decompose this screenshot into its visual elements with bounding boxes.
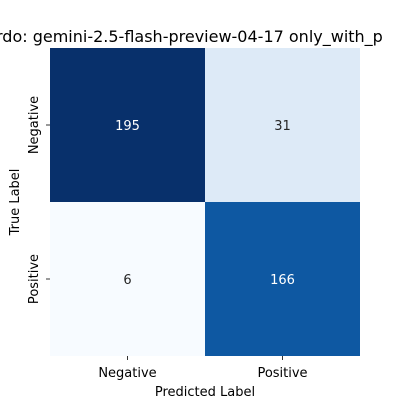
cell-value-labels: 195 31 6 166 (115, 119, 295, 288)
y-axis-label: True Label (8, 169, 23, 237)
heatmap-cell-negative-negative (50, 48, 205, 202)
cell-value-negative-negative: 195 (115, 119, 140, 134)
chart-title: rdo: gemini-2.5-flash-preview-04-17 only… (0, 27, 383, 47)
y-axis-ticks: Negative Positive (27, 96, 50, 304)
cell-value-negative-positive: 31 (274, 119, 291, 134)
x-axis-ticks: Negative Positive (98, 356, 308, 381)
heatmap-cell-positive-negative (50, 202, 205, 356)
y-tick-label-negative: Negative (27, 96, 42, 154)
heatmap-cell-negative-positive (205, 48, 360, 202)
cell-value-positive-positive: 166 (270, 273, 295, 288)
x-axis-label: Predicted Label (155, 385, 255, 400)
x-tick-label-positive: Positive (257, 366, 307, 381)
heatmap-cells (50, 48, 360, 356)
x-tick-label-negative: Negative (98, 366, 156, 381)
cell-value-positive-negative: 6 (123, 273, 131, 288)
heatmap-cell-positive-positive (205, 202, 360, 356)
y-tick-label-positive: Positive (27, 254, 42, 304)
